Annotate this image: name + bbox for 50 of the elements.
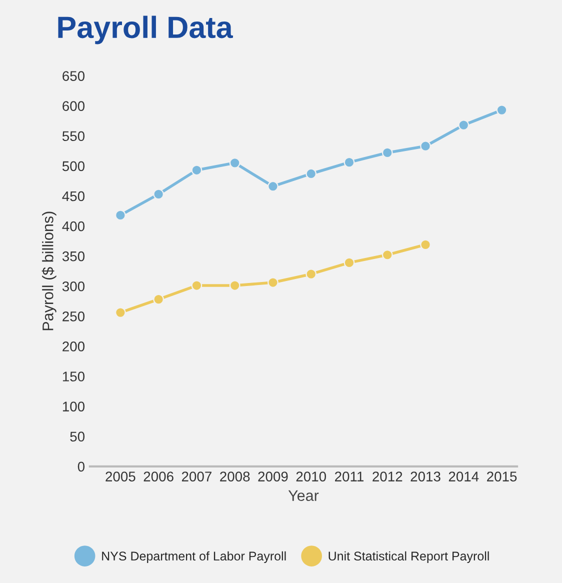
y-tick-label: 200 bbox=[62, 342, 85, 352]
point bbox=[420, 140, 431, 152]
y-tick-label: 0 bbox=[78, 462, 85, 472]
y-tick-label: 450 bbox=[62, 191, 85, 202]
point bbox=[382, 249, 393, 260]
point bbox=[153, 294, 164, 305]
point bbox=[306, 168, 317, 180]
point bbox=[268, 180, 278, 192]
point bbox=[496, 104, 508, 116]
x-tick-label: 2010 bbox=[296, 472, 326, 482]
chart-title: Payroll Data bbox=[58, 16, 234, 44]
x-tick-label: 2013 bbox=[410, 472, 440, 482]
y-tick-label: 650 bbox=[62, 71, 85, 81]
point bbox=[458, 120, 470, 130]
point bbox=[420, 239, 431, 250]
y-tick-label: 500 bbox=[62, 161, 85, 172]
point bbox=[229, 158, 240, 168]
legend-label: NYS Department of Labor Payroll bbox=[102, 551, 286, 563]
point bbox=[344, 156, 355, 168]
x-tick-label: 2008 bbox=[220, 472, 250, 482]
point bbox=[344, 257, 355, 268]
y-tick-label: 600 bbox=[62, 101, 85, 112]
x-tick-label: 2009 bbox=[258, 472, 288, 482]
y-tick-label: 400 bbox=[62, 221, 85, 232]
point bbox=[115, 307, 126, 318]
legend-label: Unit Statistical Report Payroll bbox=[328, 551, 489, 563]
point bbox=[306, 268, 317, 280]
point bbox=[191, 164, 202, 176]
point bbox=[382, 147, 393, 158]
y-axis-title: Payroll ($ billions) bbox=[42, 212, 56, 330]
x-tick-label: 2015 bbox=[487, 472, 517, 482]
y-tick-label: 150 bbox=[62, 372, 85, 382]
y-tick-label: 550 bbox=[62, 131, 85, 142]
x-tick-label: 2007 bbox=[182, 472, 212, 482]
point bbox=[229, 280, 240, 291]
y-tick-label: 350 bbox=[62, 251, 85, 262]
x-tick-label: 2011 bbox=[335, 472, 364, 482]
y-tick-label: 250 bbox=[62, 312, 85, 322]
point bbox=[191, 280, 202, 291]
x-axis-title: Year bbox=[288, 490, 319, 501]
point bbox=[115, 210, 126, 221]
point bbox=[268, 277, 278, 288]
x-tick-label: 2014 bbox=[448, 472, 479, 482]
y-tick-label: 300 bbox=[62, 281, 85, 292]
x-tick-label: 2005 bbox=[106, 472, 136, 482]
x-tick-label: 2006 bbox=[144, 472, 174, 482]
y-tick-label: 100 bbox=[62, 402, 85, 412]
x-tick-label: 2012 bbox=[372, 472, 402, 482]
y-tick-label: 50 bbox=[70, 432, 85, 442]
point bbox=[153, 188, 164, 200]
